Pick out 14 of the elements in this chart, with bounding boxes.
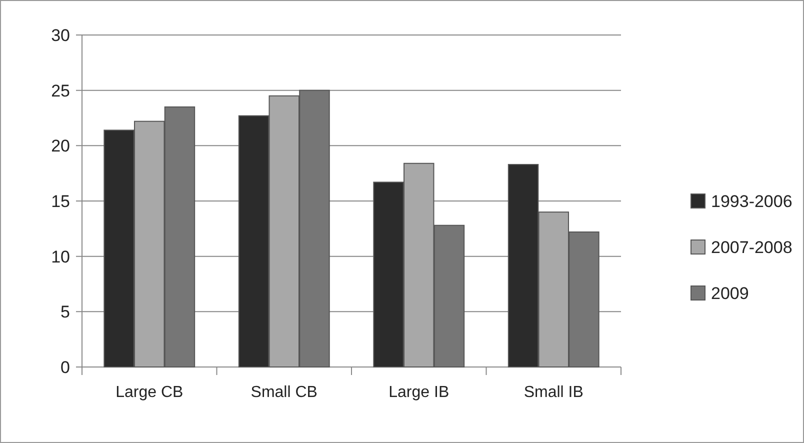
y-tick-label: 15: [51, 192, 70, 211]
legend-label: 2009: [711, 284, 749, 303]
y-tick-label: 25: [51, 81, 70, 100]
x-tick-label: Large IB: [388, 384, 450, 401]
x-tick-label: Small IB: [524, 384, 584, 401]
x-tick-label: Small CB: [250, 384, 318, 401]
y-tick-label: 30: [51, 26, 70, 45]
y-tick-label: 10: [51, 247, 70, 266]
y-tick-label: 5: [60, 302, 70, 322]
y-tick-label: 0: [60, 358, 70, 377]
legend-label: 1993-2006: [711, 192, 792, 211]
y-tick-label: 20: [51, 136, 70, 156]
x-tick-label: Large CB: [116, 384, 184, 401]
legend-label: 2007-2008: [711, 238, 792, 257]
